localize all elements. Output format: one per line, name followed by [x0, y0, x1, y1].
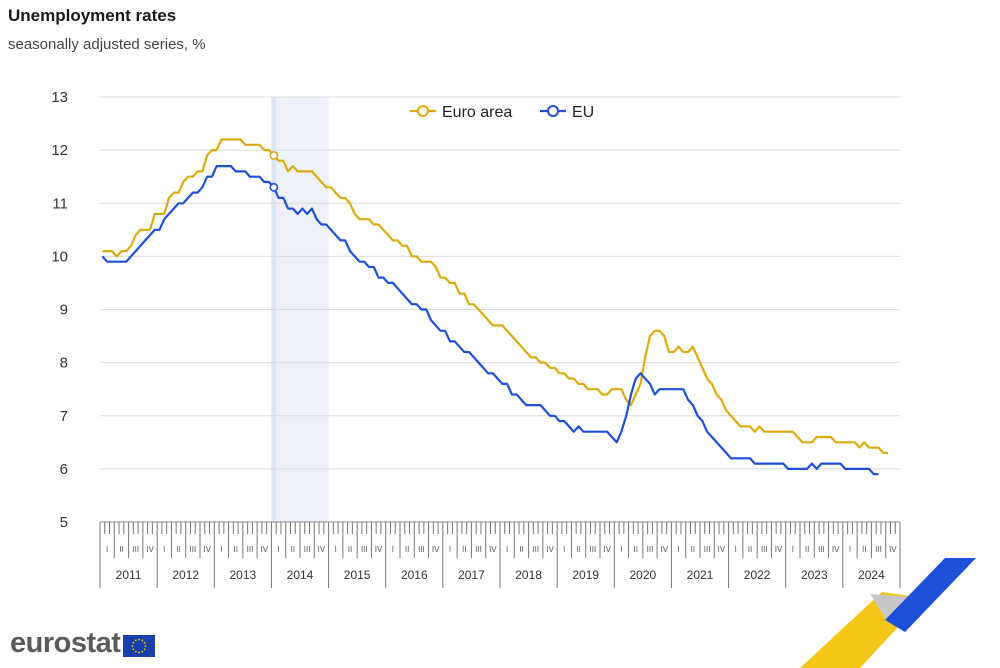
legend-item-eu[interactable]: EU: [540, 104, 594, 121]
y-tick-label: 13: [51, 89, 68, 106]
quarter-label: III: [532, 545, 539, 554]
year-label: 2024: [858, 568, 885, 582]
y-tick-label: 8: [60, 355, 68, 372]
quarter-label: III: [875, 545, 882, 554]
quarter-label: III: [475, 545, 482, 554]
year-label: 2015: [344, 568, 371, 582]
y-tick-label: 7: [60, 408, 68, 425]
year-label: 2011: [116, 568, 142, 582]
quarter-label: II: [462, 545, 466, 554]
year-label: 2014: [287, 568, 314, 582]
quarter-label: I: [792, 545, 794, 554]
quarter-label: I: [163, 545, 165, 554]
y-tick-label: 6: [60, 461, 68, 478]
year-label: 2018: [515, 568, 542, 582]
quarter-label: I: [563, 545, 565, 554]
quarter-label: I: [392, 545, 394, 554]
quarter-label: IV: [203, 545, 211, 554]
quarter-label: III: [190, 545, 197, 554]
quarter-label: III: [818, 545, 825, 554]
quarter-label: IV: [375, 545, 383, 554]
quarter-label: IV: [546, 545, 554, 554]
legend-swatch-marker: [417, 105, 429, 117]
legend-swatch-marker: [547, 105, 559, 117]
data-point-eu: [269, 182, 279, 192]
y-tick-label: 11: [52, 195, 68, 212]
quarter-label: IV: [603, 545, 611, 554]
chart-subtitle: seasonally adjusted series, %: [8, 36, 206, 53]
year-label: 2012: [172, 568, 199, 582]
quarter-label: IV: [889, 545, 897, 554]
quarter-label: I: [735, 545, 737, 554]
year-label: 2020: [630, 568, 657, 582]
quarter-label: IV: [261, 545, 269, 554]
quarter-label: I: [449, 545, 451, 554]
quarter-label: IV: [432, 545, 440, 554]
series-line-euro-area: [102, 138, 889, 454]
quarter-label: II: [862, 545, 866, 554]
quarter-label: IV: [775, 545, 783, 554]
year-label: 2016: [401, 568, 428, 582]
legend-item-euro-area[interactable]: Euro area: [410, 104, 512, 121]
quarter-label: III: [247, 545, 254, 554]
quarter-label: I: [106, 545, 108, 554]
quarter-label: II: [176, 545, 180, 554]
quarter-label: II: [119, 545, 123, 554]
quarter-label: II: [348, 545, 352, 554]
quarter-label: II: [291, 545, 295, 554]
legend-label: Euro area: [442, 104, 512, 121]
quarter-label: II: [519, 545, 523, 554]
quarter-label: IV: [318, 545, 326, 554]
eu-flag-icon: [123, 634, 156, 657]
data-point-euro-area: [269, 151, 279, 160]
quarter-label: I: [220, 545, 222, 554]
quarter-label: II: [805, 545, 809, 554]
quarter-label: III: [647, 545, 654, 554]
year-label: 2017: [458, 568, 485, 582]
quarter-label: IV: [718, 545, 726, 554]
quarter-label: II: [233, 545, 237, 554]
quarter-label: IV: [489, 545, 497, 554]
quarter-label: IV: [661, 545, 669, 554]
y-tick-label: 10: [51, 248, 68, 265]
quarter-label: I: [277, 545, 279, 554]
year-label: 2013: [230, 568, 257, 582]
quarter-label: II: [576, 545, 580, 554]
eurostat-logo: eurostat: [10, 627, 156, 660]
quarter-label: III: [132, 545, 139, 554]
quarter-label: I: [677, 545, 679, 554]
quarter-label: I: [506, 545, 508, 554]
eurostat-wordmark: eurostat: [10, 627, 121, 659]
y-tick-label: 9: [60, 302, 68, 319]
quarter-label: III: [704, 545, 711, 554]
quarter-label: IV: [146, 545, 154, 554]
y-tick-label: 5: [60, 514, 68, 531]
quarter-label: III: [304, 545, 311, 554]
quarter-label: III: [418, 545, 425, 554]
quarter-label: III: [590, 545, 597, 554]
quarter-label: II: [748, 545, 752, 554]
legend-label: EU: [572, 104, 594, 121]
year-label: 2021: [687, 568, 714, 582]
quarter-label: IV: [832, 545, 840, 554]
quarter-label: I: [335, 545, 337, 554]
quarter-label: III: [761, 545, 768, 554]
series-line-eu: [101, 165, 879, 476]
chart-title: Unemployment rates: [8, 6, 177, 25]
quarter-label: I: [849, 545, 851, 554]
brand-stripe-blue: [885, 558, 976, 632]
quarter-label: III: [361, 545, 368, 554]
y-tick-label: 12: [51, 142, 68, 159]
quarter-label: II: [691, 545, 695, 554]
year-label: 2019: [572, 568, 599, 582]
year-label: 2023: [801, 568, 828, 582]
quarter-label: II: [633, 545, 637, 554]
quarter-label: I: [620, 545, 622, 554]
quarter-label: II: [405, 545, 409, 554]
year-label: 2022: [744, 568, 771, 582]
